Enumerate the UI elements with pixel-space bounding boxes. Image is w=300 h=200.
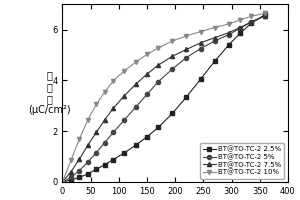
BT@TO-TC-2 2.5% xyxy=(78,176,81,179)
BT@TO-TC-2 2.5% xyxy=(199,78,202,80)
BT@TO-TC-2 7.5% xyxy=(123,94,126,97)
BT@TO-TC-2 2.5% xyxy=(86,173,90,175)
BT@TO-TC-2 10% xyxy=(134,61,138,63)
BT@TO-TC-2 10% xyxy=(238,19,242,21)
BT@TO-TC-2 5% xyxy=(123,119,126,121)
BT@TO-TC-2 10% xyxy=(61,181,64,183)
BT@TO-TC-2 7.5% xyxy=(238,26,242,29)
BT@TO-TC-2 7.5% xyxy=(157,64,160,66)
BT@TO-TC-2 5% xyxy=(264,14,267,17)
BT@TO-TC-2 10% xyxy=(111,80,115,82)
BT@TO-TC-2 7.5% xyxy=(171,55,174,57)
BT@TO-TC-2 10% xyxy=(145,53,149,56)
BT@TO-TC-2 10% xyxy=(264,12,267,14)
BT@TO-TC-2 5% xyxy=(185,56,188,59)
BT@TO-TC-2 5% xyxy=(171,68,174,70)
BT@TO-TC-2 5% xyxy=(227,33,231,36)
BT@TO-TC-2 10% xyxy=(69,159,73,162)
BT@TO-TC-2 7.5% xyxy=(111,107,115,110)
BT@TO-TC-2 7.5% xyxy=(199,42,202,44)
BT@TO-TC-2 10% xyxy=(199,30,202,33)
BT@TO-TC-2 5% xyxy=(238,27,242,29)
Line: BT@TO-TC-2 10%: BT@TO-TC-2 10% xyxy=(60,11,268,184)
BT@TO-TC-2 7.5% xyxy=(103,119,106,121)
BT@TO-TC-2 5% xyxy=(213,40,217,42)
BT@TO-TC-2 10% xyxy=(227,23,231,25)
BT@TO-TC-2 10% xyxy=(123,70,126,72)
BT@TO-TC-2 10% xyxy=(213,26,217,29)
BT@TO-TC-2 2.5% xyxy=(264,13,267,16)
BT@TO-TC-2 7.5% xyxy=(69,171,73,173)
BT@TO-TC-2 5% xyxy=(94,152,98,154)
BT@TO-TC-2 7.5% xyxy=(78,158,81,160)
BT@TO-TC-2 7.5% xyxy=(213,36,217,39)
BT@TO-TC-2 10% xyxy=(171,40,174,42)
BT@TO-TC-2 2.5% xyxy=(238,32,242,35)
Line: BT@TO-TC-2 5%: BT@TO-TC-2 5% xyxy=(60,14,268,184)
BT@TO-TC-2 7.5% xyxy=(145,73,149,75)
BT@TO-TC-2 2.5% xyxy=(185,96,188,98)
BT@TO-TC-2 2.5% xyxy=(171,112,174,115)
BT@TO-TC-2 7.5% xyxy=(134,83,138,85)
BT@TO-TC-2 7.5% xyxy=(250,21,253,23)
BT@TO-TC-2 5% xyxy=(199,47,202,50)
BT@TO-TC-2 10% xyxy=(157,47,160,49)
BT@TO-TC-2 2.5% xyxy=(69,179,73,181)
BT@TO-TC-2 5% xyxy=(250,21,253,23)
BT@TO-TC-2 2.5% xyxy=(250,22,253,24)
Line: BT@TO-TC-2 2.5%: BT@TO-TC-2 2.5% xyxy=(60,12,268,184)
BT@TO-TC-2 2.5% xyxy=(94,168,98,170)
BT@TO-TC-2 2.5% xyxy=(213,60,217,63)
BT@TO-TC-2 2.5% xyxy=(227,44,231,46)
BT@TO-TC-2 5% xyxy=(69,176,73,179)
BT@TO-TC-2 7.5% xyxy=(86,144,90,146)
BT@TO-TC-2 5% xyxy=(103,141,106,144)
Y-axis label: 电
位
移
(μC/cm²): 电 位 移 (μC/cm²) xyxy=(28,71,71,115)
BT@TO-TC-2 10% xyxy=(86,119,90,121)
BT@TO-TC-2 2.5% xyxy=(157,126,160,129)
BT@TO-TC-2 5% xyxy=(157,80,160,83)
BT@TO-TC-2 10% xyxy=(185,35,188,37)
BT@TO-TC-2 5% xyxy=(134,106,138,108)
BT@TO-TC-2 10% xyxy=(250,15,253,18)
BT@TO-TC-2 5% xyxy=(145,93,149,96)
Line: BT@TO-TC-2 7.5%: BT@TO-TC-2 7.5% xyxy=(60,14,268,184)
BT@TO-TC-2 2.5% xyxy=(134,144,138,146)
BT@TO-TC-2 7.5% xyxy=(94,131,98,134)
BT@TO-TC-2 7.5% xyxy=(61,181,64,183)
BT@TO-TC-2 7.5% xyxy=(264,14,267,17)
BT@TO-TC-2 2.5% xyxy=(123,152,126,154)
BT@TO-TC-2 7.5% xyxy=(227,31,231,34)
BT@TO-TC-2 5% xyxy=(86,161,90,163)
BT@TO-TC-2 10% xyxy=(94,103,98,106)
BT@TO-TC-2 7.5% xyxy=(185,48,188,51)
BT@TO-TC-2 5% xyxy=(78,169,81,172)
BT@TO-TC-2 2.5% xyxy=(111,158,115,161)
BT@TO-TC-2 10% xyxy=(103,91,106,93)
BT@TO-TC-2 2.5% xyxy=(103,163,106,166)
BT@TO-TC-2 10% xyxy=(78,138,81,140)
Legend: BT@TO-TC-2 2.5%, BT@TO-TC-2 5%, BT@TO-TC-2 7.5%, BT@TO-TC-2 10%: BT@TO-TC-2 2.5%, BT@TO-TC-2 5%, BT@TO-TC… xyxy=(200,143,284,179)
BT@TO-TC-2 2.5% xyxy=(145,136,149,138)
BT@TO-TC-2 5% xyxy=(61,181,64,183)
BT@TO-TC-2 2.5% xyxy=(61,181,64,183)
BT@TO-TC-2 5% xyxy=(111,131,115,134)
